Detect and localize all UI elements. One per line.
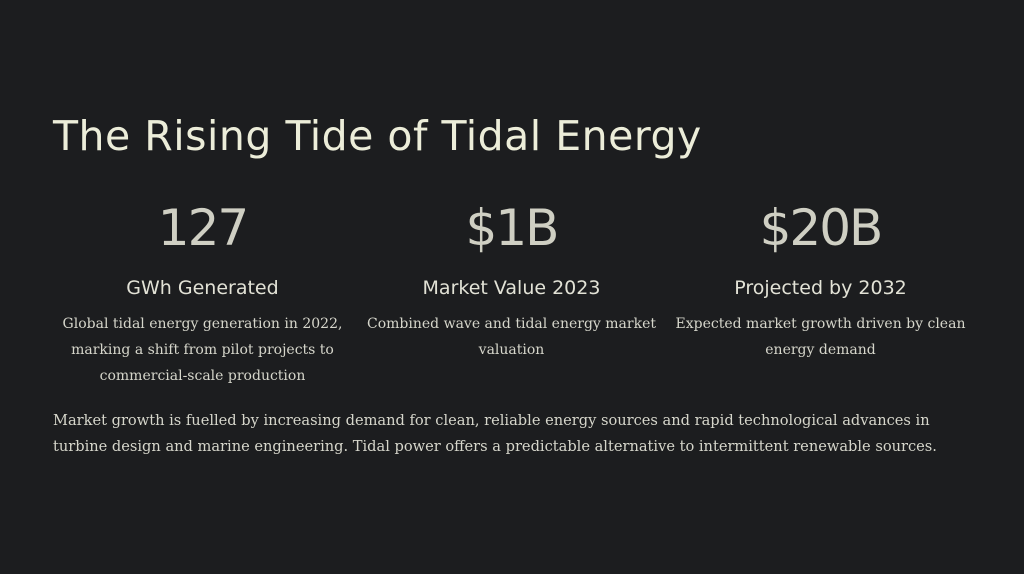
stats-row: 127 GWh Generated Global tidal energy ge… [48,193,976,389]
body-paragraph: Market growth is fuelled by increasing d… [53,412,937,455]
stat-description: Global tidal energy generation in 2022, … [62,316,343,384]
stat-market-value: $1B Market Value 2023 Combined wave and … [357,193,666,389]
stat-gwh-generated: 127 GWh Generated Global tidal energy ge… [48,193,357,389]
stat-label: Projected by 2032 [734,277,907,299]
stat-description: Expected market growth driven by clean e… [675,316,966,358]
stat-value: $1B [465,199,560,257]
stat-description: Combined wave and tidal energy market va… [367,316,656,358]
stat-value: $20B [759,199,884,257]
stat-label: Market Value 2023 [422,277,601,299]
slide-title: The Rising Tide of Tidal Energy [53,112,702,160]
stat-label: GWh Generated [126,277,279,299]
stat-value: 127 [157,199,249,257]
stat-projected: $20B Projected by 2032 Expected market g… [666,193,975,389]
